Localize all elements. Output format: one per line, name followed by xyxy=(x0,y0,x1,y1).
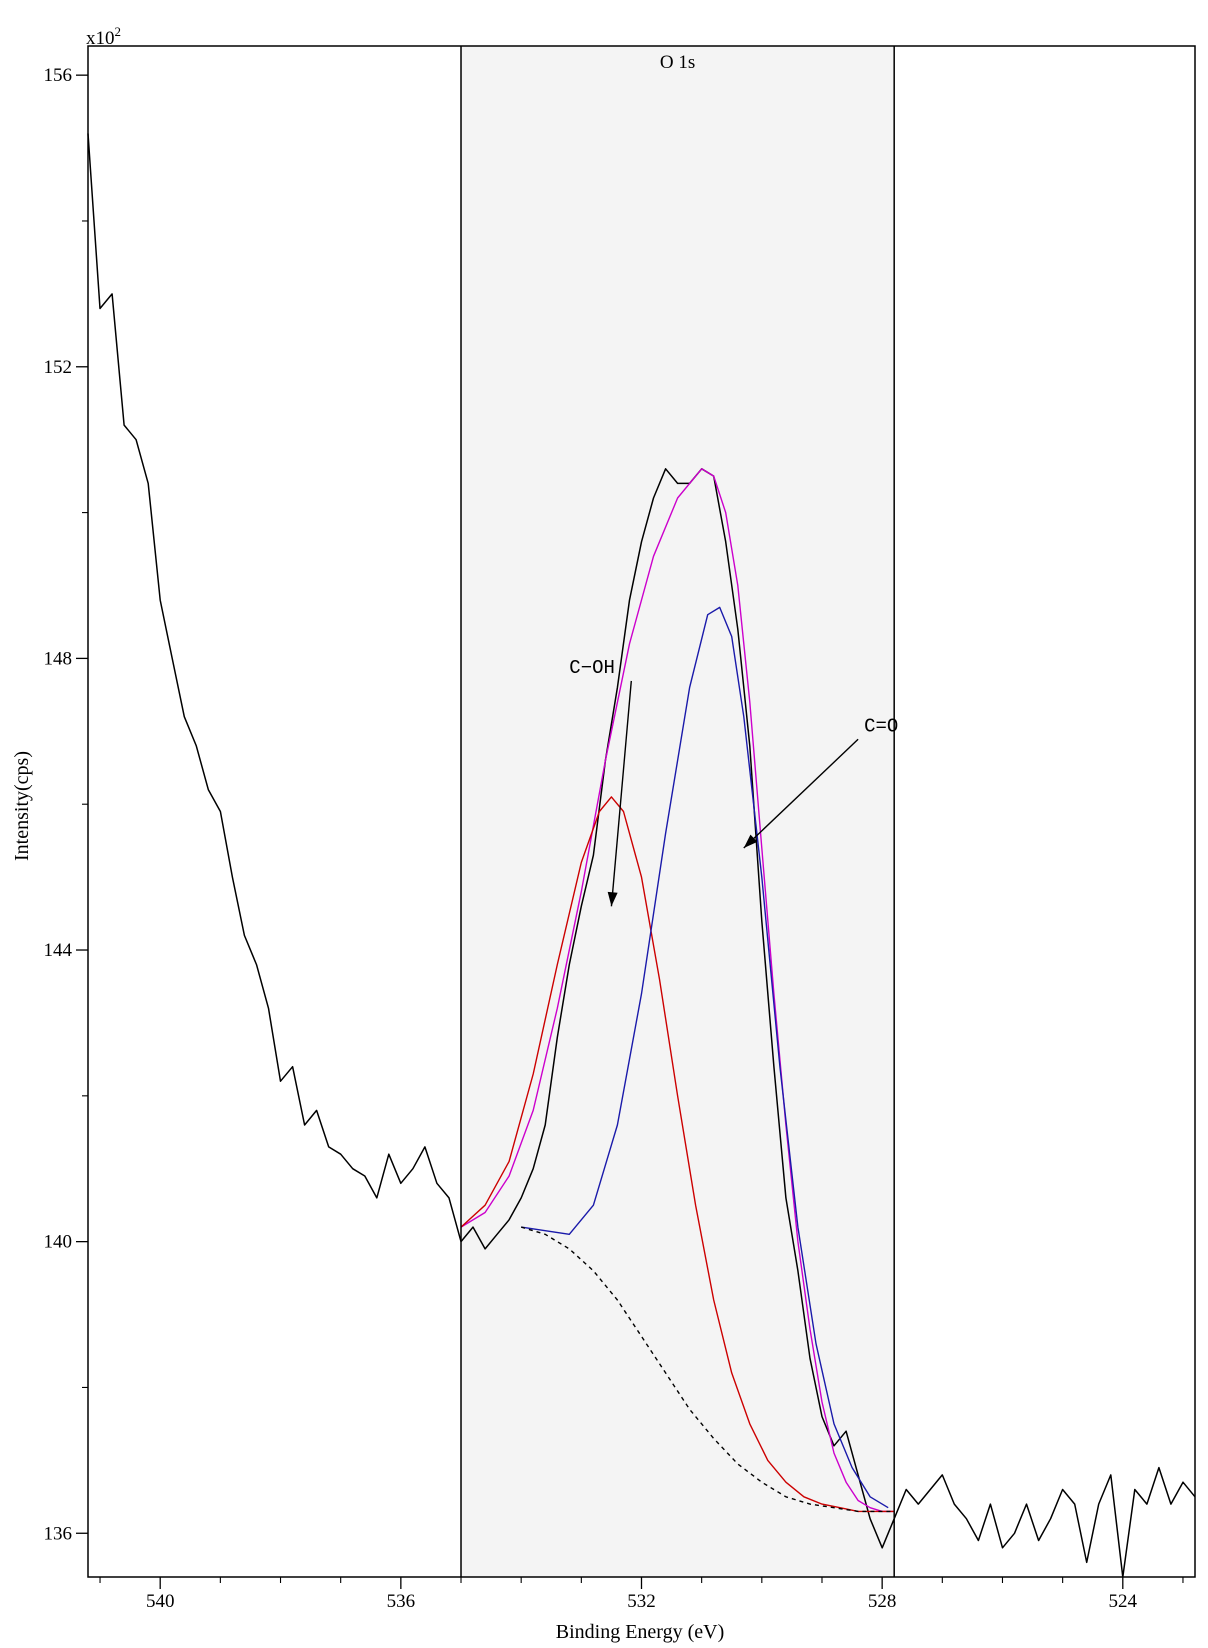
series-c-o-line xyxy=(521,606,889,1509)
x-tick-label: 532 xyxy=(627,1591,656,1612)
series-envelope-line xyxy=(460,468,895,1513)
region-label: O 1s xyxy=(660,52,695,73)
y-multiplier: x102 xyxy=(86,24,121,49)
annotation-arrowhead xyxy=(607,891,618,907)
x-tick-label: 536 xyxy=(387,1591,416,1612)
y-tick-label: 152 xyxy=(44,357,73,378)
series-layer xyxy=(87,133,1196,1578)
y-tick-label: 140 xyxy=(44,1232,73,1253)
y-tick-label: 144 xyxy=(44,940,73,961)
x-axis-title: Binding Energy (eV) xyxy=(556,1621,725,1643)
series-background-line xyxy=(520,1226,895,1513)
annotation-arrow-line xyxy=(743,738,859,849)
y-tick-label: 148 xyxy=(44,648,73,669)
y-tick-label: 136 xyxy=(44,1523,73,1544)
series-data-line xyxy=(87,133,1196,1578)
y-axis-title: Intensity(cps) xyxy=(11,751,33,861)
annotation-layer: C−OH C=O xyxy=(569,657,898,907)
ticks-layer: 540 536 532 528 524 136 140 144 148 152 156 xyxy=(44,65,1184,1612)
annotation-arrow-line xyxy=(610,680,633,907)
x-tick-label: 524 xyxy=(1109,1591,1138,1612)
x-tick-label: 540 xyxy=(146,1591,175,1612)
annotation-c-o-label: C=O xyxy=(864,715,898,737)
annotation-c-oh-label: C−OH xyxy=(569,657,615,679)
y-tick-label: 156 xyxy=(44,65,73,86)
series-c-oh-line xyxy=(460,796,895,1513)
x-tick-label: 528 xyxy=(868,1591,897,1612)
region-shade xyxy=(461,46,895,1577)
plot-frame xyxy=(87,45,1196,1578)
annotation-arrowhead xyxy=(743,834,758,848)
